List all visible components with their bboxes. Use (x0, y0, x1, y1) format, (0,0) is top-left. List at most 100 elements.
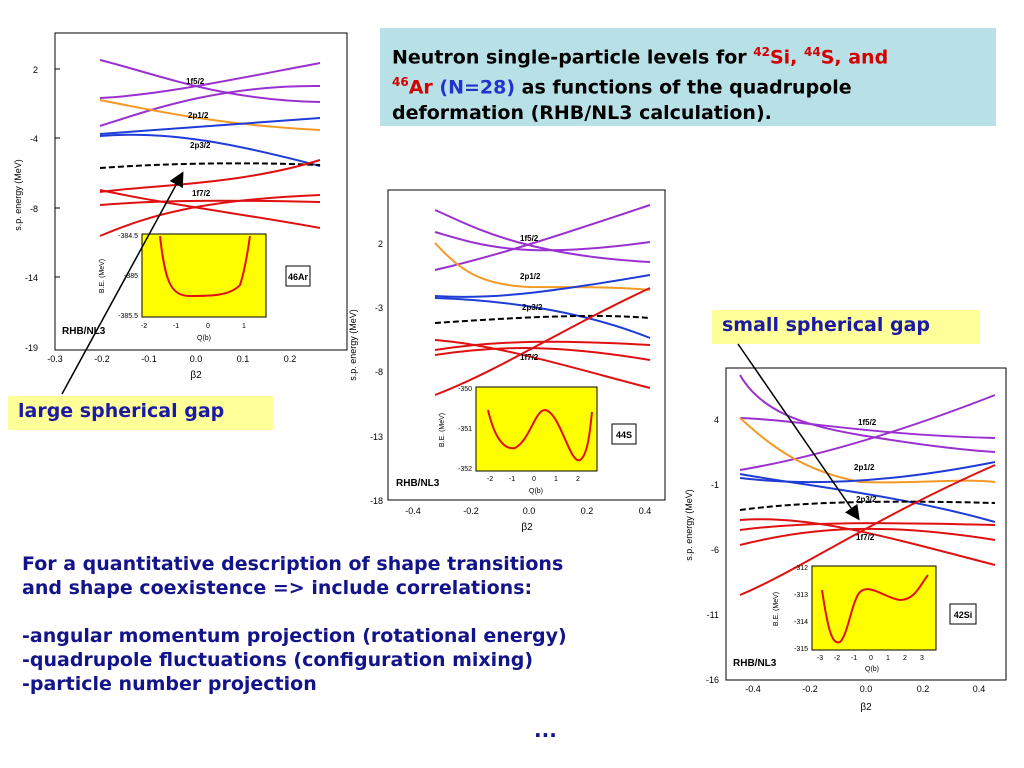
chart-si42-inset-xtick: -2 (834, 655, 840, 662)
chart-si42-level-f52c (739, 394, 996, 471)
chart-s44-inset-xtick: -2 (487, 476, 493, 483)
chart-ar46-xlabel: β2 (190, 370, 202, 381)
chart-ar46: 2 -4 -8 -14 -19 -0.3 -0.2 -0.1 0.0 0.1 0… (13, 32, 348, 381)
chart-s44-inset-ytick: -350 (458, 386, 472, 393)
chart-s44-inset-xtick: 0 (532, 476, 536, 483)
chart-si42-level-f72a (739, 464, 996, 596)
chart-ar46-label-p32: 2p3/2 (190, 141, 211, 150)
chart-si42-yticks: 4 -1 -6 -11 -16 (706, 415, 719, 685)
title-sup-46: 46 (392, 75, 409, 90)
chart-ar46-inset-xtick: 0 (206, 323, 210, 330)
chart-ar46-ytick: -14 (25, 273, 38, 283)
chart-ar46-level-labels: 1f5/2 2p1/2 2p3/2 1f7/2 (186, 77, 211, 198)
chart-si42-inset-ytick: -313 (794, 592, 808, 599)
title-sup-42: 42 (753, 45, 770, 59)
chart-ar46-ytick: -19 (25, 343, 38, 353)
chart-s44-ytick: 2 (378, 239, 383, 249)
chart-ar46-yticks: 2 -4 -8 -14 -19 (25, 65, 60, 353)
chart-si42-inset-xtick: 1 (886, 655, 890, 662)
chart-ar46-inset-ylabel: B.E. (MeV) (99, 259, 106, 293)
large-gap-callout: large spherical gap (8, 396, 273, 430)
title-n28: (N=28) (439, 76, 516, 99)
chart-s44-label-p32: 2p3/2 (522, 303, 543, 312)
title-line-rest: as functions of the quadrupole (515, 76, 852, 99)
chart-s44-level-f52b (434, 231, 651, 252)
chart-si42-inset-xtick: -3 (817, 655, 823, 662)
chart-si42-inset (811, 565, 937, 651)
chart-si42-label-f72: 1f7/2 (856, 533, 875, 542)
chart-s44-yticks: 2 -3 -8 -13 -18 (370, 239, 383, 506)
chart-ar46-ytick: 2 (33, 65, 38, 75)
body-item-2: -quadrupole fluctuations (configuration … (22, 649, 534, 671)
chart-s44: 2 -3 -8 -13 -18 -0.4 -0.2 0.0 0.2 0.4 β2… (348, 189, 666, 533)
chart-ar46-level-f52c (99, 84, 321, 127)
chart-s44-inset (475, 386, 598, 472)
chart-ar46-frame (54, 32, 348, 351)
chart-si42-nucleus-box (949, 603, 977, 625)
chart-si42-label-p32: 2p3/2 (856, 495, 877, 504)
chart-ar46-inset-xtick: -2 (141, 323, 147, 330)
chart-s44-inset-xtick: 1 (554, 476, 558, 483)
chart-s44-inset-ytick: -352 (458, 466, 472, 473)
chart-si42-level-f72d (739, 527, 996, 546)
chart-ar46-xtick: -0.3 (47, 354, 63, 364)
chart-ar46-inset-ytick: -385 (124, 273, 138, 280)
chart-ar46-label-f72: 1f7/2 (192, 189, 211, 198)
title-si: Si, (769, 46, 805, 69)
chart-s44-inset-xtick: -1 (509, 476, 515, 483)
chart-si42-inset-ytick: -314 (794, 619, 808, 626)
chart-ar46-inset-ytick: -385.5 (118, 313, 138, 320)
title-s: S, and (820, 46, 889, 69)
chart-si42-frame (725, 367, 1007, 681)
chart-si42-inset-ytick: -312 (794, 565, 808, 572)
chart-ar46-label-p12: 2p1/2 (188, 111, 209, 120)
chart-si42-xtick: 0.0 (860, 684, 873, 694)
title-box: Neutron single-particle levels for 42Si,… (380, 28, 996, 126)
chart-si42-ytick: -16 (706, 675, 719, 685)
chart-s44-ytick: -8 (375, 367, 383, 377)
chart-si42-inset-curve (821, 574, 929, 644)
small-gap-arrow (737, 343, 860, 521)
chart-ar46-inset-curve (159, 235, 251, 298)
chart-s44-level-f72d (434, 347, 651, 361)
chart-ar46-xtick: 0.1 (237, 354, 250, 364)
chart-s44-ytick: -13 (370, 432, 383, 442)
chart-si42-label-p12: 2p1/2 (854, 463, 875, 472)
chart-ar46-nucleus: 46Ar (288, 272, 309, 282)
chart-s44-xticks: -0.4 -0.2 0.0 0.2 0.4 (405, 506, 651, 516)
body-item-3: -particle number projection (22, 673, 317, 695)
chart-s44-xtick: 0.2 (581, 506, 594, 516)
chart-si42-xticks: -0.4 -0.2 0.0 0.2 0.4 (745, 684, 985, 694)
chart-ar46-model: RHB/NL3 (62, 326, 106, 337)
chart-s44-inset-ylabel: B.E. (MeV) (439, 413, 446, 447)
chart-si42-ytick: -6 (711, 545, 719, 555)
title-line3: deformation (RHB/NL3 calculation). (392, 101, 772, 124)
chart-si42-xtick: -0.2 (802, 684, 818, 694)
title-prefix: Neutron single-particle levels for (392, 46, 754, 69)
chart-s44-xtick: -0.4 (405, 506, 421, 516)
chart-ar46-level-p32a (99, 117, 321, 135)
chart-s44-xtick: 0.0 (523, 506, 536, 516)
chart-si42-level-p32b (739, 473, 996, 523)
chart-s44-frame (387, 189, 666, 501)
chart-s44-nucleus-box (611, 423, 637, 445)
chart-ar46-level-p12 (99, 99, 321, 131)
chart-si42-ytick: -11 (707, 610, 719, 620)
chart-s44-label-f72: 1f7/2 (520, 353, 539, 362)
chart-ar46-xtick: 0.0 (190, 354, 203, 364)
chart-si42-ytick: 4 (714, 415, 719, 425)
body-text: For a quantitative description of shape … (22, 552, 722, 696)
chart-s44-xtick: -0.2 (463, 506, 479, 516)
chart-s44-ytick: -3 (375, 303, 383, 313)
chart-s44-inset-ytick: -351 (458, 426, 472, 433)
chart-ar46-xticks: -0.3 -0.2 -0.1 0.0 0.1 0.2 (47, 354, 296, 364)
chart-ar46-inset (141, 233, 267, 318)
chart-si42-inset-xtick: 2 (903, 655, 907, 662)
small-gap-callout: small spherical gap (712, 310, 980, 344)
chart-si42-gap-line (739, 500, 996, 511)
chart-si42-xtick: -0.4 (745, 684, 761, 694)
chart-si42-inset-ytick: -315 (794, 646, 808, 653)
chart-si42-inset-xtick: 3 (920, 655, 924, 662)
chart-ar46-ytick: -4 (30, 134, 38, 144)
